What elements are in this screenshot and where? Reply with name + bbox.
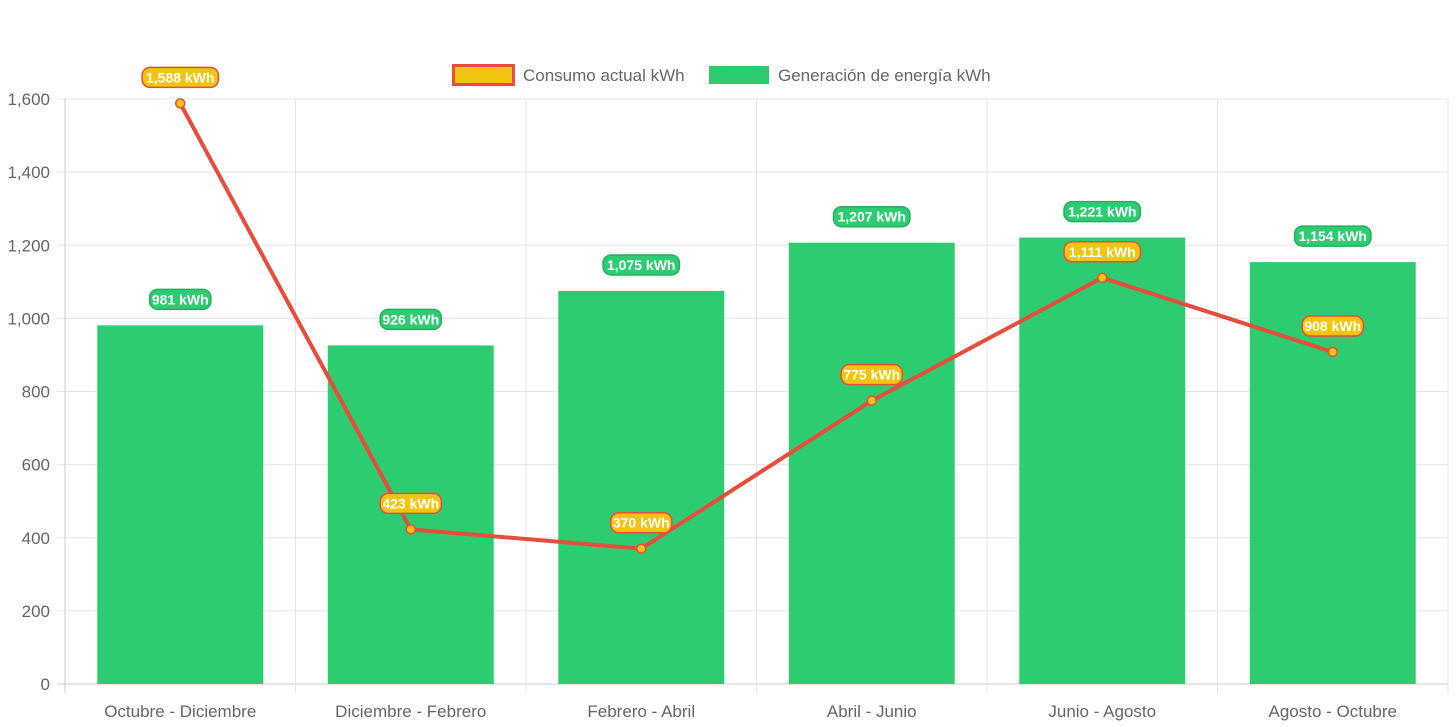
line-value-label-text: 1,111 kWh — [1069, 244, 1136, 260]
line-value-label: 370 kWh — [609, 511, 673, 534]
x-tick-label: Abril - Junio — [827, 702, 917, 721]
x-tick-label: Junio - Agosto — [1048, 702, 1156, 721]
line-value-label-text: 775 kWh — [843, 367, 900, 383]
line-value-label-bg — [379, 492, 443, 515]
y-tick-label: 200 — [22, 602, 50, 621]
line-value-label-bg — [141, 66, 220, 89]
bar-value-label: 981 kWh — [148, 288, 212, 311]
grid — [57, 98, 1449, 693]
x-tick-label: Diciembre - Febrero — [335, 702, 486, 721]
consumption-line — [175, 98, 1338, 554]
y-axis-ticks: 0 200 400 600 800 1,000 1,200 1,400 1,600 — [7, 90, 50, 694]
y-tick-label: 800 — [22, 383, 50, 402]
bar-value-label-bg — [379, 308, 443, 331]
bar-value-label-text: 1,207 kWh — [838, 209, 906, 225]
line-value-label-text: 423 kWh — [382, 495, 439, 511]
legend-label-consumo[interactable]: Consumo actual kWh — [523, 66, 685, 85]
x-tick-label: Agosto - Octubre — [1268, 702, 1397, 721]
bar-value-label: 1,154 kWh — [1293, 225, 1372, 247]
legend-swatch-consumo[interactable] — [452, 64, 515, 86]
line-value-label-bg — [840, 363, 904, 386]
line-value-label-bg — [1301, 315, 1365, 337]
bar-value-label-text: 1,221 kWh — [1068, 204, 1136, 220]
line-value-label: 1,111 kWh — [1063, 241, 1142, 263]
line-value-label-bg — [1063, 241, 1142, 263]
y-tick-label: 400 — [22, 529, 50, 548]
line-value-label: 423 kWh — [379, 492, 443, 515]
line-value-label: 775 kWh — [840, 363, 904, 386]
line-point[interactable] — [405, 524, 416, 535]
line-point[interactable] — [1097, 272, 1108, 284]
bar-value-label-text: 981 kWh — [152, 291, 209, 307]
bar[interactable] — [327, 345, 494, 684]
bar[interactable] — [97, 325, 264, 684]
line-value-label: 1,588 kWh — [141, 66, 220, 89]
legend-label-generacion[interactable]: Generación de energía kWh — [778, 66, 991, 85]
y-tick-label: 0 — [41, 675, 50, 694]
bar-value-label: 926 kWh — [379, 308, 443, 331]
bar-value-label: 1,221 kWh — [1063, 200, 1142, 223]
bar[interactable] — [1019, 237, 1186, 684]
line-value-label-text: 908 kWh — [1304, 318, 1361, 334]
y-tick-label: 600 — [22, 456, 50, 475]
x-tick-label: Febrero - Abril — [587, 702, 695, 721]
bar-value-label: 1,207 kWh — [832, 205, 911, 228]
bar-value-label-text: 1,154 kWh — [1299, 228, 1367, 244]
bar-value-label-bg — [1063, 200, 1142, 223]
x-tick-label: Octubre - Diciembre — [104, 702, 256, 721]
bar-value-label-bg — [148, 288, 212, 311]
line-point[interactable] — [636, 543, 647, 554]
line-point[interactable] — [175, 98, 186, 109]
line-path — [178, 102, 1334, 551]
line-point[interactable] — [1327, 346, 1338, 358]
line-point[interactable] — [866, 395, 877, 406]
x-axis-ticks: Octubre - Diciembre Diciembre - Febrero Fe… — [104, 702, 1397, 721]
data-labels: 981 kWh 926 kWh 1,075 kWh 1,207 kWh 1,221 kW… — [141, 66, 1372, 534]
line-value-label-text: 1,588 kWh — [146, 69, 214, 85]
legend-swatch-generacion[interactable] — [709, 66, 769, 84]
bar-value-label-text: 1,075 kWh — [607, 257, 675, 273]
y-tick-label: 1,200 — [7, 236, 50, 255]
y-tick-label: 1,400 — [7, 163, 50, 182]
bar-value-label: 1,075 kWh — [602, 254, 681, 276]
line-value-label-text: 370 kWh — [613, 515, 670, 531]
bar[interactable] — [788, 242, 955, 685]
bar-value-label-bg — [602, 254, 681, 276]
bar-value-label-text: 926 kWh — [382, 311, 439, 327]
line-value-label: 908 kWh — [1301, 315, 1365, 337]
bars — [97, 237, 1416, 685]
legend: Consumo actual kWh Generación de energía… — [452, 64, 991, 86]
bar-value-label-bg — [832, 205, 911, 228]
y-tick-label: 1,600 — [7, 90, 50, 109]
bar-value-label-bg — [1293, 225, 1372, 247]
bar[interactable] — [558, 290, 725, 684]
y-tick-label: 1,000 — [7, 309, 50, 328]
line-value-label-bg — [609, 511, 673, 534]
